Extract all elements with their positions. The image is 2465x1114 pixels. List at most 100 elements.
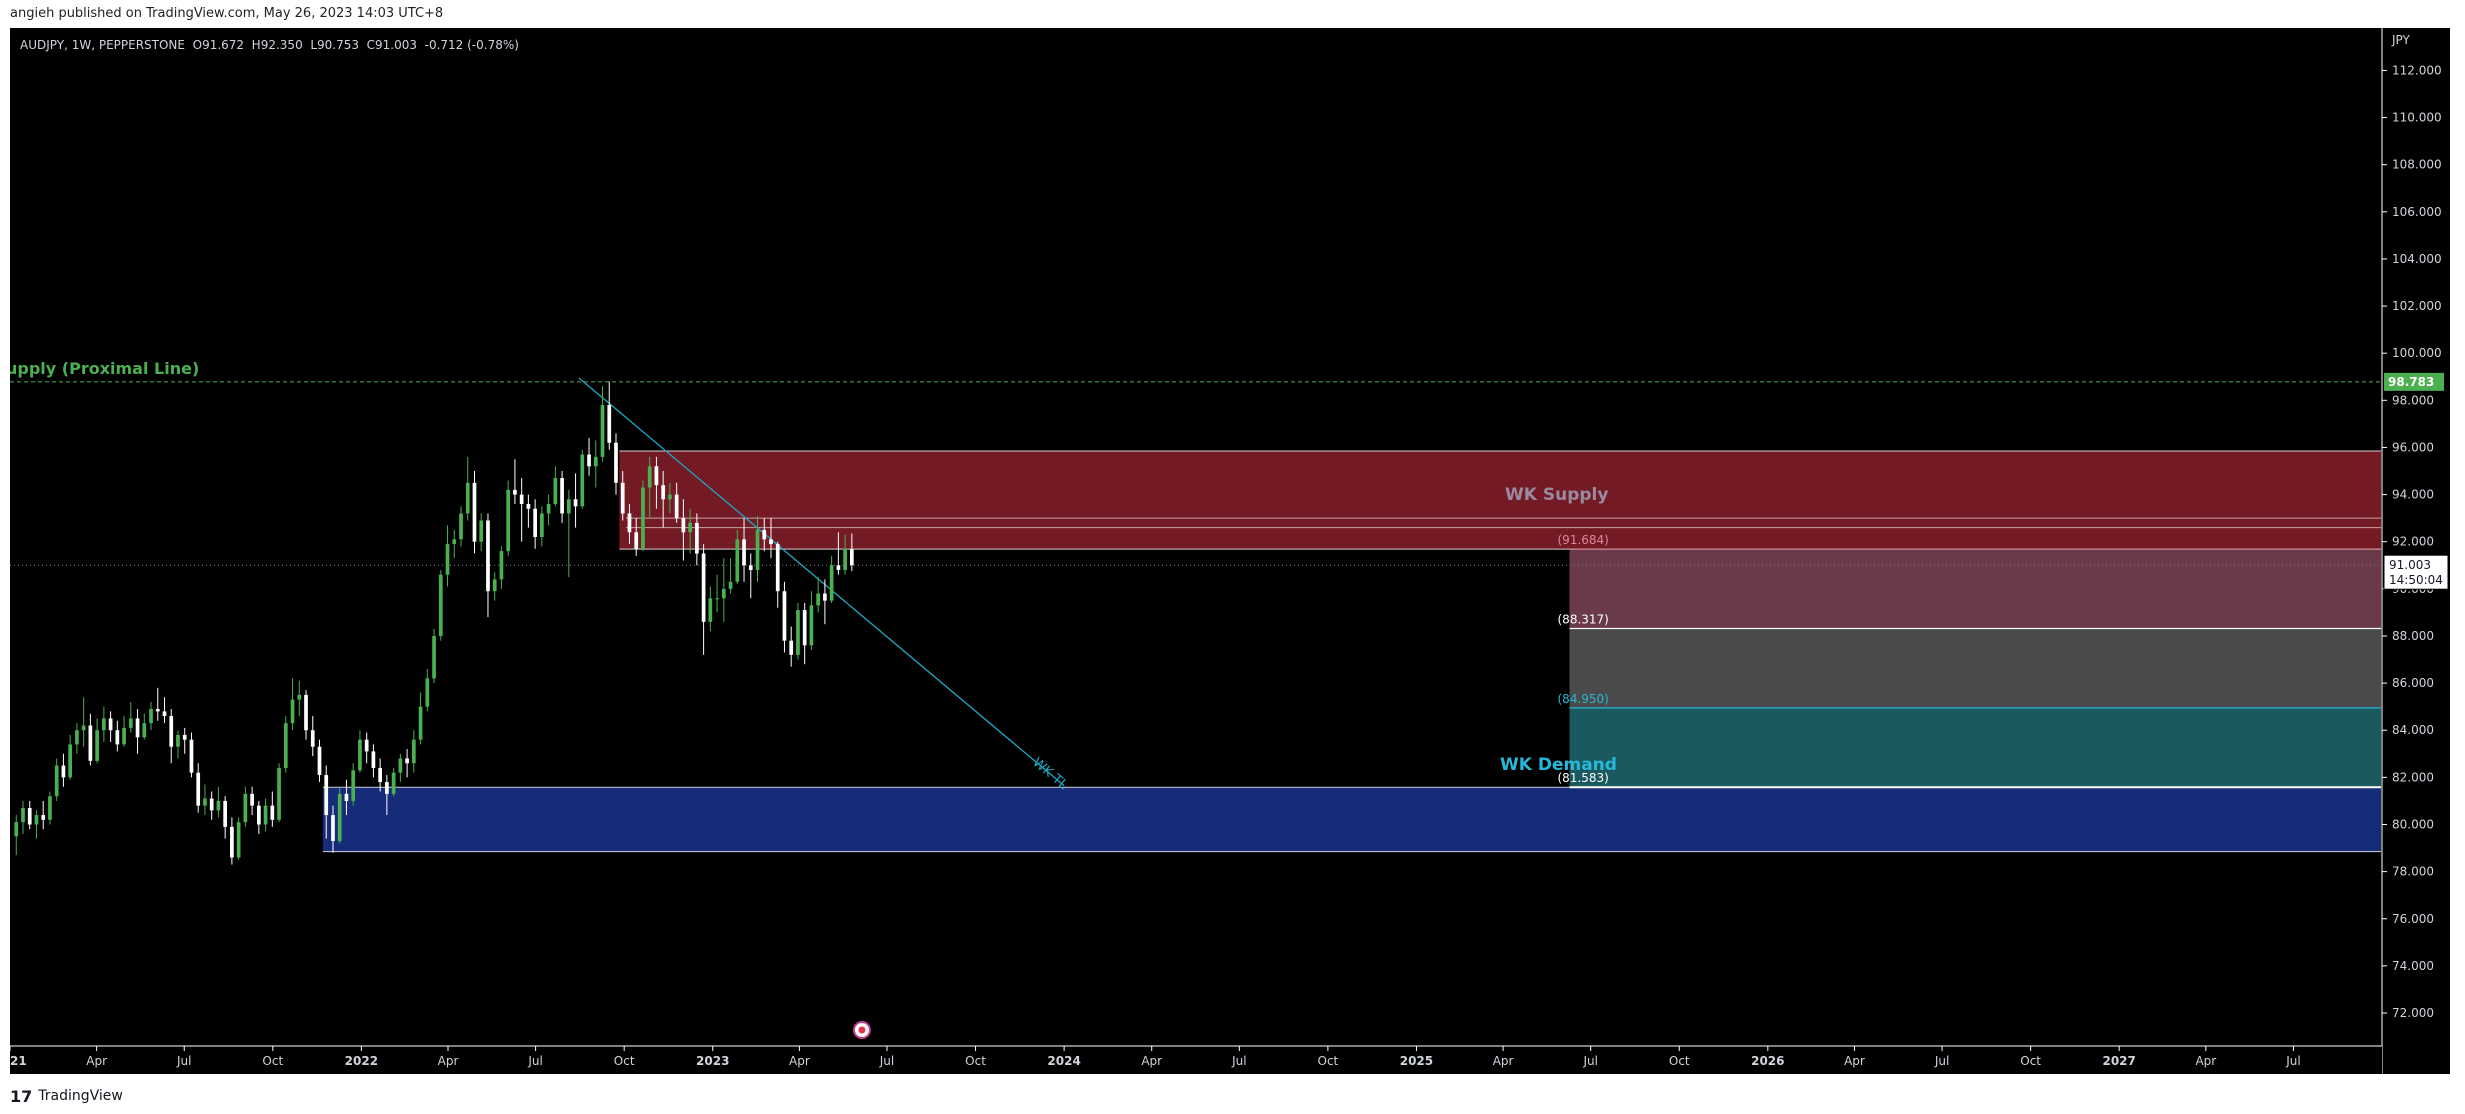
candle-body xyxy=(836,565,841,570)
candle-body xyxy=(115,730,120,745)
candle-body xyxy=(54,765,59,797)
candle-body xyxy=(775,544,780,592)
candle-body xyxy=(809,605,814,646)
candle-body xyxy=(472,482,477,542)
published-caption: angieh published on TradingView.com, May… xyxy=(10,6,444,21)
symbol-legend: AUDJPY, 1W, PEPPERSTONE O91.672 H92.350 … xyxy=(20,38,519,52)
zone-supply xyxy=(619,450,2382,550)
candle-body xyxy=(223,800,228,827)
candle-body xyxy=(371,751,376,768)
target-zone xyxy=(1569,707,2382,788)
wk-demand-label: WK Demand xyxy=(1500,755,1617,775)
trendline xyxy=(578,377,1065,787)
candle-body xyxy=(135,718,140,738)
price-tick-label: 98.000 xyxy=(2392,393,2434,407)
candle-body xyxy=(661,485,666,500)
time-tick-label: Apr xyxy=(2195,1054,2216,1068)
event-marker-dot xyxy=(858,1026,866,1034)
candle-body xyxy=(823,593,827,601)
time-tick-label: Jul xyxy=(879,1054,894,1068)
candle-body xyxy=(391,772,396,794)
candle-body xyxy=(21,807,25,823)
time-tick-label: Jul xyxy=(527,1054,542,1068)
price-tick-label: 86.000 xyxy=(2392,676,2434,690)
candle-body xyxy=(647,466,652,488)
candle-body xyxy=(438,574,443,636)
price-tick-label: 100.000 xyxy=(2392,346,2442,360)
candle-body xyxy=(34,815,39,825)
candle-body xyxy=(425,678,430,707)
candle-body xyxy=(641,487,645,549)
candle-body xyxy=(162,711,167,717)
time-tick-label: Oct xyxy=(965,1054,986,1068)
price-tick-label: 78.000 xyxy=(2392,865,2434,879)
candle-body xyxy=(297,694,302,700)
candle-body xyxy=(27,807,32,825)
time-tick-label: Jul xyxy=(1582,1054,1597,1068)
candle-body xyxy=(75,730,79,745)
candle-body xyxy=(364,739,369,752)
candle-body xyxy=(142,723,147,738)
countdown-text: 14:50:04 xyxy=(2389,573,2443,587)
candle-body xyxy=(304,694,308,731)
target-label: (88.317) xyxy=(1558,613,1609,627)
candle-body xyxy=(95,730,99,761)
candle-body xyxy=(802,610,807,646)
candle-body xyxy=(486,520,490,592)
candle-body xyxy=(533,508,537,537)
price-tick-label: 80.000 xyxy=(2392,817,2434,831)
candle-body xyxy=(479,520,484,542)
time-tick-label: Apr xyxy=(86,1054,107,1068)
time-tick-label: 2022 xyxy=(345,1054,378,1068)
brand-label: TradingView xyxy=(38,1088,123,1104)
candle-body xyxy=(317,746,322,776)
candle-body xyxy=(546,504,551,514)
candle-body xyxy=(587,454,591,467)
time-tick-label: 2027 xyxy=(2102,1054,2135,1068)
time-tick-label: Oct xyxy=(262,1054,283,1068)
candle-body xyxy=(263,805,268,825)
candle-body xyxy=(526,504,531,509)
candle-body xyxy=(553,478,558,505)
price-tick-label: 110.000 xyxy=(2392,111,2442,125)
candle-body xyxy=(149,709,153,724)
candle-body xyxy=(674,494,679,519)
time-tick-label: Apr xyxy=(1141,1054,1162,1068)
time-tick-label: Apr xyxy=(1493,1054,1514,1068)
price-axis-bg xyxy=(2382,28,2450,1074)
candlestick-chart[interactable]: (91.684) (88.317) (84.950) (81.583) WK Suppl… xyxy=(10,28,2450,1074)
candle-body xyxy=(816,593,821,606)
candle-body xyxy=(796,610,800,655)
candle-body xyxy=(230,826,234,858)
candle-body xyxy=(411,739,416,764)
candle-body xyxy=(735,539,740,582)
proximal-price-text: 98.783 xyxy=(2388,375,2434,389)
zone-demand xyxy=(322,787,2382,852)
candle-body xyxy=(418,706,423,740)
candle-body xyxy=(102,718,106,731)
candle-body xyxy=(748,565,753,570)
candle-body xyxy=(378,767,382,783)
candle-body xyxy=(668,494,672,500)
candle-body xyxy=(843,548,847,570)
time-tick-label: 2026 xyxy=(1751,1054,1784,1068)
price-tick-label: 92.000 xyxy=(2392,535,2434,549)
candle-body xyxy=(243,793,248,823)
candle-body xyxy=(560,478,564,514)
chart-frame[interactable]: (91.684) (88.317) (84.950) (81.583) WK Suppl… xyxy=(10,28,2450,1074)
candle-body xyxy=(593,456,598,467)
candle-body xyxy=(182,734,187,740)
price-tick-label: 96.000 xyxy=(2392,440,2434,454)
candle-body xyxy=(701,553,706,622)
candle-body xyxy=(351,770,356,801)
price-tick-label: 94.000 xyxy=(2392,488,2434,502)
candle-body xyxy=(782,591,787,641)
candle-body xyxy=(573,499,578,507)
price-tick-label: 76.000 xyxy=(2392,912,2434,926)
time-tick-label: Oct xyxy=(614,1054,635,1068)
candle-body xyxy=(459,513,463,540)
candle-body xyxy=(256,805,261,825)
candle-body xyxy=(196,772,201,806)
candle-body xyxy=(169,716,174,747)
candle-body xyxy=(708,598,713,622)
